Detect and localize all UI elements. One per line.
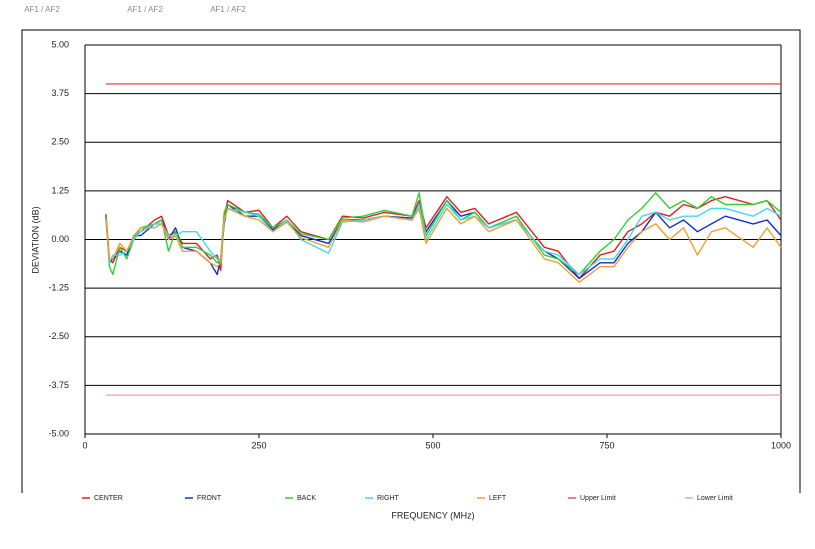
y-tick-label: 3.75 xyxy=(51,88,69,98)
y-tick-label: 1.25 xyxy=(51,185,69,195)
y-tick-label: 2.50 xyxy=(51,137,69,147)
tab[interactable]: AF1 / AF2 xyxy=(127,5,163,14)
legend-label: Upper Limit xyxy=(580,495,616,502)
tab[interactable]: AF1 / AF2 xyxy=(24,5,60,14)
y-tick-label: -5.00 xyxy=(48,428,69,438)
x-tick-label: 750 xyxy=(599,440,614,450)
legend-label: FRONT xyxy=(197,495,222,502)
x-tick-label: 500 xyxy=(425,440,440,450)
legend-label: LEFT xyxy=(489,495,507,502)
legend-label: CENTER xyxy=(94,495,123,502)
series-line xyxy=(105,207,782,283)
y-tick-label: 5.00 xyxy=(51,39,69,49)
frame xyxy=(21,29,801,493)
y-axis-label: DEVIATION (dB) xyxy=(30,206,40,273)
legend-label: BACK xyxy=(297,495,316,502)
y-tick-label: -1.25 xyxy=(48,283,69,293)
series-line xyxy=(105,196,782,280)
x-tick-label: 250 xyxy=(251,440,266,450)
y-tick-label: 0.00 xyxy=(51,234,69,244)
x-tick-label: 0 xyxy=(82,440,87,450)
x-axis-label: FREQUENCY (MHz) xyxy=(391,510,474,520)
series-line xyxy=(105,192,782,276)
y-tick-label: -2.50 xyxy=(48,331,69,341)
legend-label: RIGHT xyxy=(377,495,400,502)
y-tick-label: -3.75 xyxy=(48,380,69,390)
tab[interactable]: AF1 / AF2 xyxy=(210,5,246,14)
x-tick-label: 1000 xyxy=(771,440,791,450)
legend-label: Lower Limit xyxy=(697,495,733,502)
